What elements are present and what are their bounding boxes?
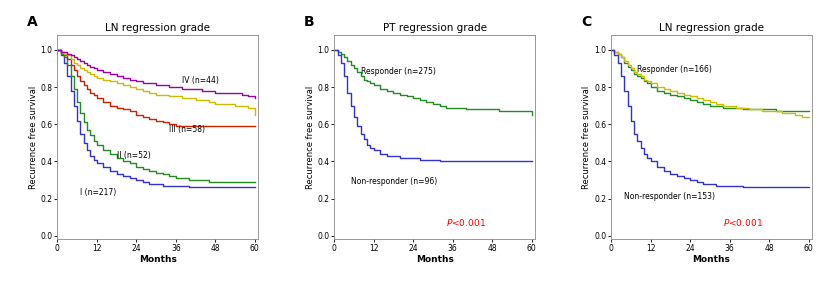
Text: C: C (581, 15, 590, 29)
Text: III (n=58): III (n=58) (169, 125, 205, 134)
X-axis label: Months: Months (415, 255, 453, 264)
Text: I (n=217): I (n=217) (80, 188, 116, 197)
Title: LN regression grade: LN regression grade (105, 23, 210, 33)
Y-axis label: Recurrence free survival: Recurrence free survival (581, 86, 590, 189)
X-axis label: Months: Months (692, 255, 730, 264)
Text: $\it{P}$<0.001: $\it{P}$<0.001 (446, 218, 486, 228)
Y-axis label: Recurrence free survival: Recurrence free survival (305, 86, 314, 189)
Text: A: A (27, 15, 38, 29)
Text: Responder (n=275): Responder (n=275) (360, 67, 435, 76)
Title: LN regression grade: LN regression grade (658, 23, 763, 33)
Text: IV (n=44): IV (n=44) (182, 76, 219, 85)
Title: PT regression grade: PT regression grade (382, 23, 486, 33)
Text: Non-responder (n=153): Non-responder (n=153) (623, 192, 714, 201)
Text: $\it{P}$<0.001: $\it{P}$<0.001 (722, 218, 762, 228)
Text: II (n=52): II (n=52) (116, 151, 150, 160)
Text: Responder (n=166): Responder (n=166) (636, 65, 712, 74)
Y-axis label: Recurrence free survival: Recurrence free survival (29, 86, 38, 189)
Text: B: B (304, 15, 314, 29)
X-axis label: Months: Months (138, 255, 176, 264)
Text: Non-responder (n=96): Non-responder (n=96) (351, 177, 437, 186)
